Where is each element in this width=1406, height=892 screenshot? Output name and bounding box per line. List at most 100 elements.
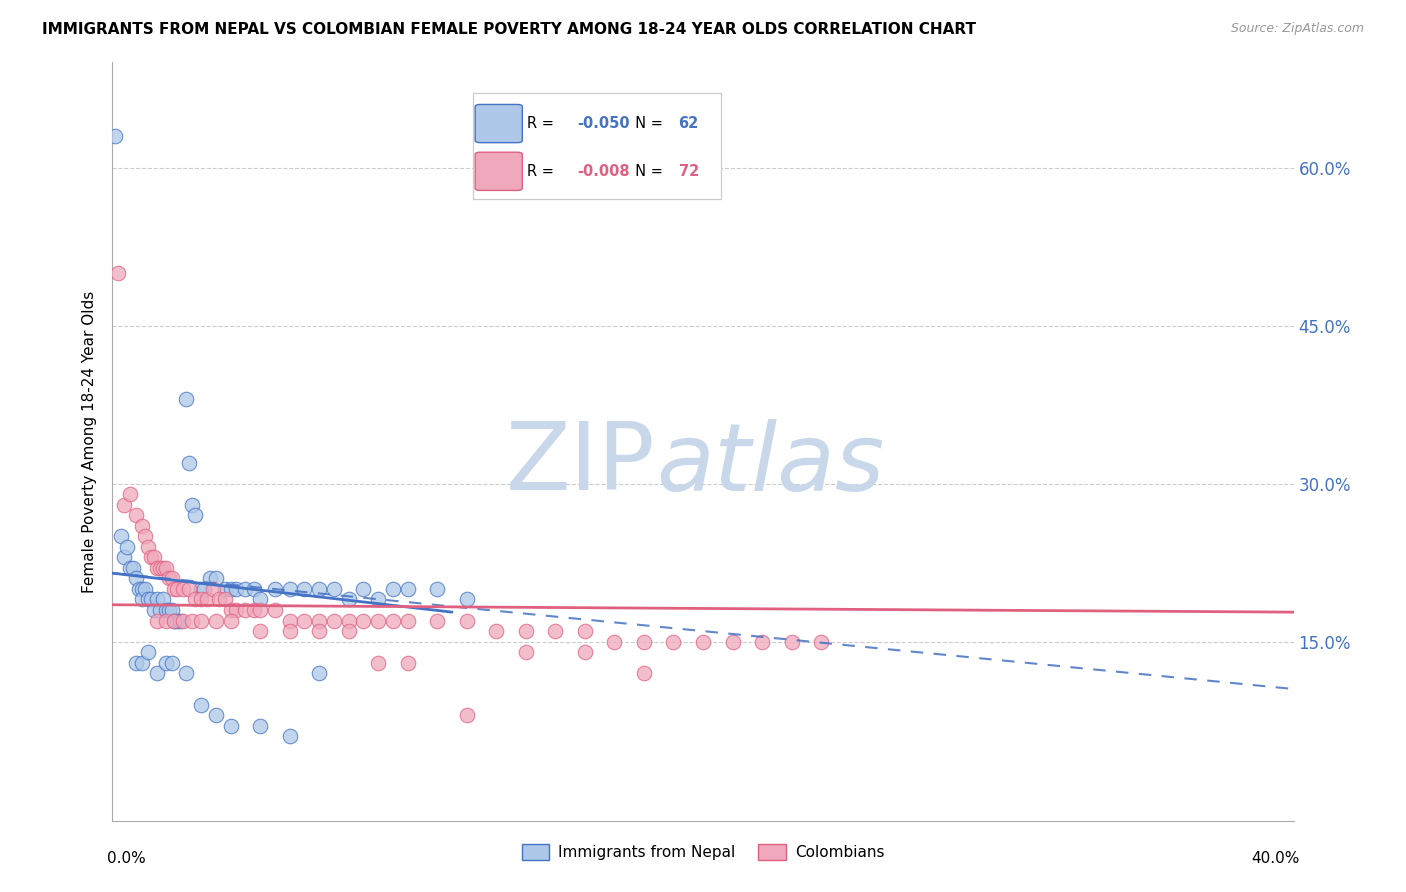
Point <box>157 603 180 617</box>
Point <box>181 614 204 628</box>
Point <box>308 666 330 681</box>
Point <box>198 571 221 585</box>
Point <box>163 614 186 628</box>
Point <box>125 656 148 670</box>
Point <box>139 592 162 607</box>
Point <box>146 666 169 681</box>
Point <box>190 614 212 628</box>
Point <box>603 634 626 648</box>
Point <box>155 603 177 617</box>
Point <box>633 666 655 681</box>
Point <box>396 656 419 670</box>
Point <box>193 582 215 596</box>
Point <box>208 592 231 607</box>
Point <box>136 645 159 659</box>
Point <box>352 614 374 628</box>
Point <box>544 624 567 639</box>
Point <box>249 719 271 733</box>
Point <box>163 582 186 596</box>
Point <box>396 614 419 628</box>
Point <box>169 614 191 628</box>
Point <box>308 582 330 596</box>
Legend: Immigrants from Nepal, Colombians: Immigrants from Nepal, Colombians <box>516 838 890 866</box>
Point <box>382 582 405 596</box>
Point <box>396 582 419 596</box>
Point <box>574 645 596 659</box>
Point <box>278 730 301 744</box>
Point <box>155 656 177 670</box>
Point <box>184 592 207 607</box>
Point <box>174 666 197 681</box>
Point <box>155 561 177 575</box>
Point <box>120 561 142 575</box>
Point <box>195 592 218 607</box>
Point <box>278 582 301 596</box>
Point <box>122 561 145 575</box>
Point <box>456 708 478 723</box>
Point <box>179 456 201 470</box>
Point <box>382 614 405 628</box>
Point <box>233 582 256 596</box>
Point <box>485 624 508 639</box>
Point <box>104 129 127 144</box>
Point <box>112 550 135 565</box>
Point <box>456 592 478 607</box>
Point <box>149 561 172 575</box>
Point <box>249 592 271 607</box>
Point <box>264 582 287 596</box>
Point <box>142 603 165 617</box>
Point <box>352 582 374 596</box>
Point <box>810 634 832 648</box>
Point <box>163 614 186 628</box>
Point <box>367 614 389 628</box>
Point <box>201 582 224 596</box>
Point <box>214 582 236 596</box>
Point <box>131 592 153 607</box>
Text: IMMIGRANTS FROM NEPAL VS COLOMBIAN FEMALE POVERTY AMONG 18-24 YEAR OLDS CORRELAT: IMMIGRANTS FROM NEPAL VS COLOMBIAN FEMAL… <box>42 22 976 37</box>
Point <box>337 592 360 607</box>
Point <box>166 582 188 596</box>
Point <box>139 550 162 565</box>
Point <box>721 634 744 648</box>
Point <box>136 540 159 554</box>
Point <box>337 614 360 628</box>
Point <box>142 550 165 565</box>
Point <box>278 614 301 628</box>
Point <box>152 561 174 575</box>
Point <box>172 614 194 628</box>
Point <box>155 614 177 628</box>
Point <box>367 592 389 607</box>
Point <box>117 540 138 554</box>
Point <box>323 614 346 628</box>
Point <box>149 603 172 617</box>
Text: 0.0%: 0.0% <box>107 851 145 866</box>
Point <box>264 603 287 617</box>
Point <box>214 592 236 607</box>
Point <box>131 656 153 670</box>
Point <box>152 592 174 607</box>
Point <box>249 603 271 617</box>
Point <box>292 614 315 628</box>
Point <box>515 624 537 639</box>
Point <box>125 508 148 523</box>
Point <box>146 614 169 628</box>
Point <box>205 708 228 723</box>
Text: Source: ZipAtlas.com: Source: ZipAtlas.com <box>1230 22 1364 36</box>
Point <box>225 582 247 596</box>
Point <box>574 624 596 639</box>
Point <box>292 582 315 596</box>
Point <box>692 634 714 648</box>
Point <box>662 634 685 648</box>
Point <box>160 656 183 670</box>
Text: atlas: atlas <box>655 418 884 510</box>
Point <box>190 582 212 596</box>
Point <box>190 592 212 607</box>
Point <box>179 582 201 596</box>
Point <box>426 582 449 596</box>
Point <box>308 614 330 628</box>
Text: 40.0%: 40.0% <box>1251 851 1299 866</box>
Y-axis label: Female Poverty Among 18-24 Year Olds: Female Poverty Among 18-24 Year Olds <box>82 291 97 592</box>
Point <box>174 392 197 407</box>
Text: ZIP: ZIP <box>506 418 655 510</box>
Point <box>120 487 142 501</box>
